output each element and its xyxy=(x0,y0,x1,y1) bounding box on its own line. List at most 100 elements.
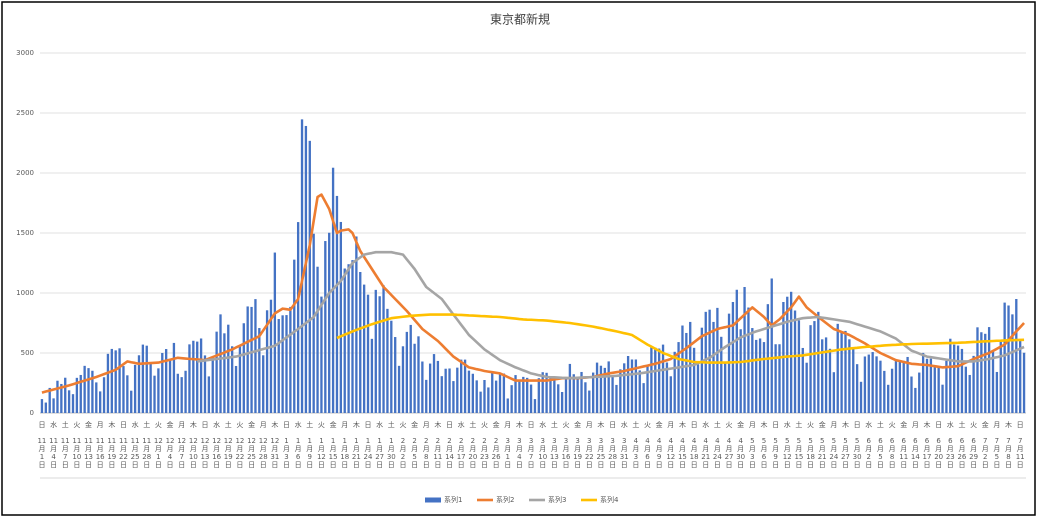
bar xyxy=(168,359,172,413)
line xyxy=(336,313,1025,364)
bar xyxy=(526,377,529,413)
x-tick-label: 3月19日 xyxy=(573,437,583,469)
weekday-label: 水 xyxy=(295,420,302,429)
bar xyxy=(304,125,308,414)
weekday-label: 水 xyxy=(132,420,139,429)
bar xyxy=(413,343,416,413)
weekday-label: 日 xyxy=(1017,421,1024,429)
x-tick-label: 6月14日 xyxy=(910,437,920,469)
x-tick-label: 4月15日 xyxy=(677,437,687,469)
bar xyxy=(79,374,82,413)
weekday-label: 火 xyxy=(562,421,569,429)
y-tick-label: 1500 xyxy=(16,229,34,237)
bar xyxy=(840,331,843,413)
bar xyxy=(510,385,513,413)
bar xyxy=(114,350,117,413)
bar xyxy=(626,356,630,413)
bar xyxy=(863,356,867,413)
weekday-label: 水 xyxy=(376,420,383,429)
x-tick-label: 12月22日 xyxy=(235,437,245,469)
bar xyxy=(479,391,482,413)
x-tick-label: 12月19日 xyxy=(223,437,233,469)
bar xyxy=(657,348,661,413)
x-tick-label: 1月30日 xyxy=(386,437,396,469)
x-tick-label: 11月10日 xyxy=(72,437,82,469)
bar xyxy=(64,377,67,413)
bar xyxy=(661,344,665,413)
weekday-label: 月 xyxy=(423,421,430,429)
bar xyxy=(471,373,474,413)
bar xyxy=(394,337,397,413)
weekday-label: 木 xyxy=(924,420,931,429)
weekday-label: 日 xyxy=(446,421,453,429)
chart-title: 東京都新規 xyxy=(490,12,550,27)
bar xyxy=(960,348,964,413)
bar xyxy=(941,384,944,413)
bar xyxy=(390,320,393,413)
bar xyxy=(603,367,606,413)
bar xyxy=(529,384,533,413)
bar xyxy=(277,319,280,413)
x-tick-label: 11月7日 xyxy=(60,437,70,469)
bar xyxy=(498,372,502,413)
x-tick-label: 3月31日 xyxy=(619,437,629,469)
bar xyxy=(285,315,288,413)
bar xyxy=(615,384,618,413)
bar xyxy=(522,376,525,413)
bar xyxy=(467,370,471,413)
bar xyxy=(599,365,603,413)
bar xyxy=(677,342,680,413)
x-tick-label: 1月9日 xyxy=(306,437,314,469)
weekday-label: 木 xyxy=(597,420,604,429)
bar xyxy=(378,296,381,413)
weekday-label: 土 xyxy=(877,420,884,429)
bar xyxy=(494,380,498,413)
bar xyxy=(157,368,160,413)
bar xyxy=(906,356,909,413)
x-tick-label: 5月3日 xyxy=(748,437,756,469)
bar xyxy=(95,382,98,413)
bar xyxy=(137,355,141,413)
bar xyxy=(448,368,451,413)
weekday-label: 日 xyxy=(528,421,535,429)
bar xyxy=(739,329,742,413)
bar xyxy=(778,344,781,413)
bar xyxy=(324,241,327,413)
bar xyxy=(770,278,773,413)
x-tick-label: 5月21日 xyxy=(817,437,827,469)
bar xyxy=(723,362,727,413)
x-tick-label: 12月16日 xyxy=(212,437,222,469)
bar xyxy=(980,332,983,413)
bar xyxy=(654,347,657,413)
bar xyxy=(362,284,366,413)
weekday-label: 日 xyxy=(609,421,616,429)
x-tick-label: 7月11日 xyxy=(1015,437,1025,469)
bar xyxy=(642,383,645,413)
weekday-label: 月 xyxy=(830,421,837,429)
x-tick-label: 6月29日 xyxy=(969,437,979,469)
x-tick-label: 3月22日 xyxy=(584,437,594,469)
bar xyxy=(370,338,374,413)
x-tick-label: 5月15日 xyxy=(794,437,804,469)
bar xyxy=(67,390,71,413)
weekday-label: 金 xyxy=(411,420,418,429)
bar xyxy=(347,264,350,413)
x-tick-label: 4月9日 xyxy=(655,437,663,469)
y-tick-label: 1000 xyxy=(16,289,34,297)
x-tick-label: 3月25日 xyxy=(596,437,606,469)
bar xyxy=(149,362,152,413)
x-tick-label: 3月13日 xyxy=(549,437,559,469)
bar xyxy=(215,331,218,413)
bar xyxy=(281,315,284,413)
weekday-label: 木 xyxy=(842,420,849,429)
bar xyxy=(386,308,389,413)
bar xyxy=(141,344,145,413)
bar xyxy=(968,374,971,413)
bar xyxy=(254,299,257,413)
x-tick-label: 11月1日 xyxy=(37,437,47,469)
weekday-label: 金 xyxy=(493,420,500,429)
weekday-label: 火 xyxy=(970,421,977,429)
bar xyxy=(890,368,894,413)
x-tick-label: 1月6日 xyxy=(294,437,302,469)
weekday-label: 水 xyxy=(539,420,546,429)
